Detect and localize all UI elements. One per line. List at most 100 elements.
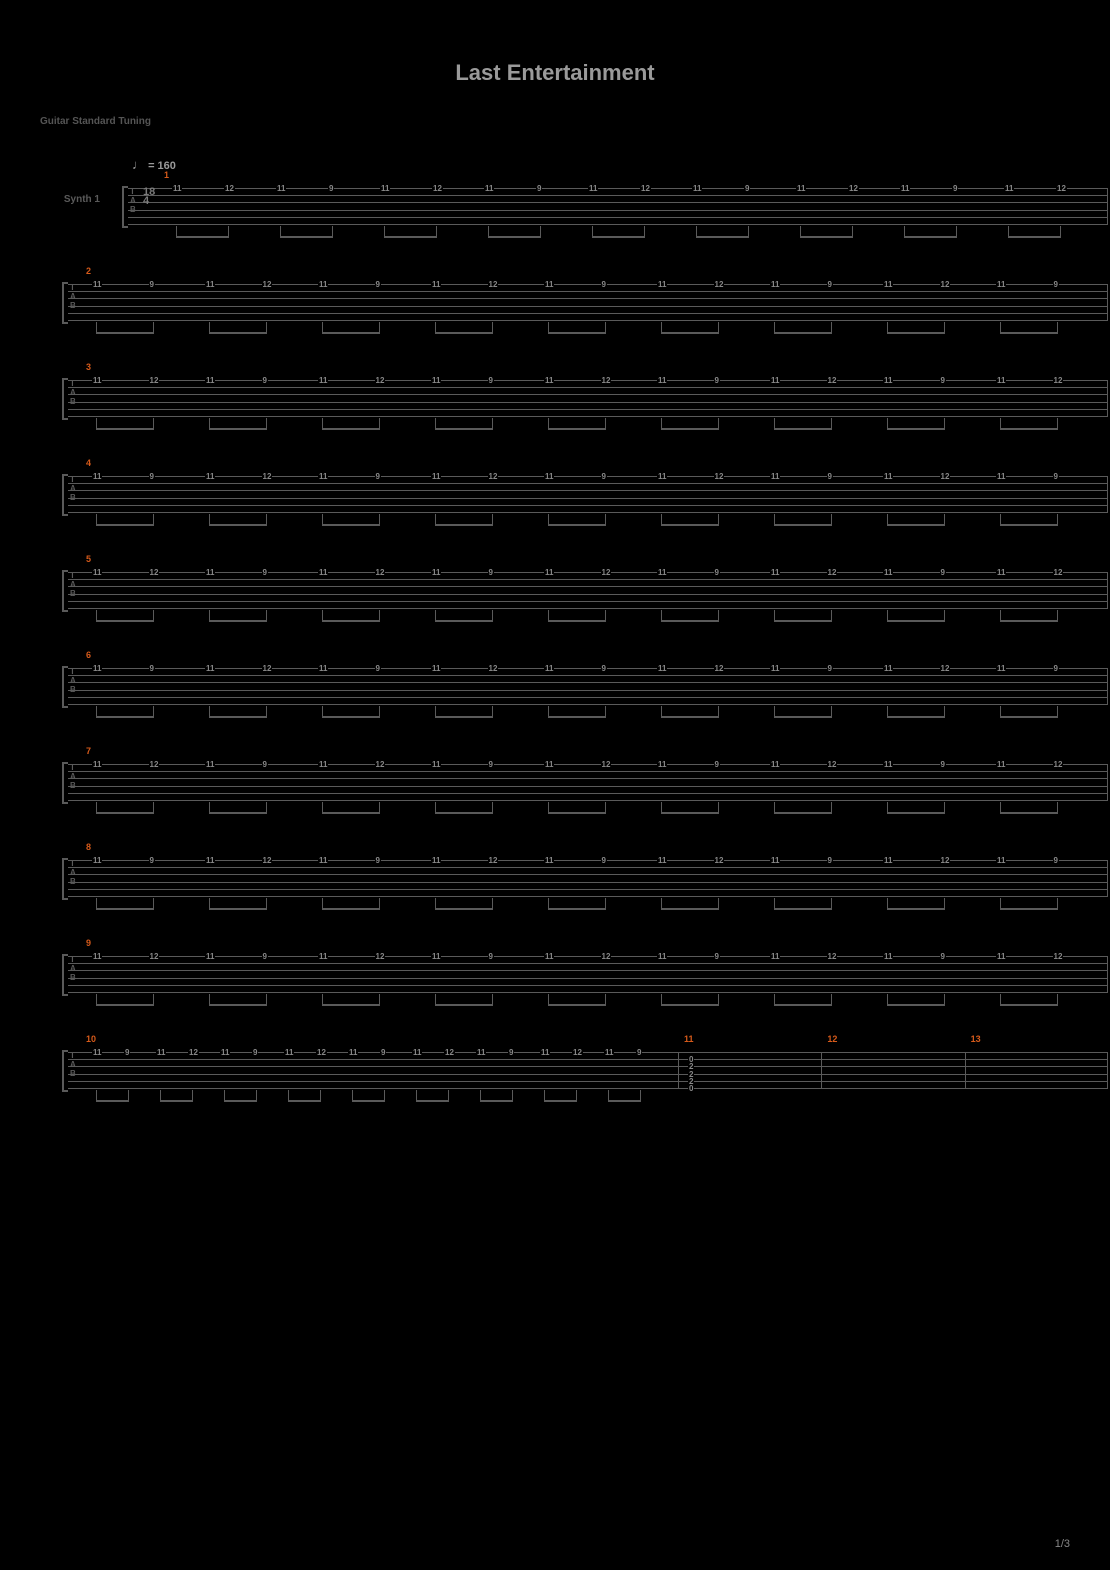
- note-stem: [492, 322, 493, 334]
- tab-line: [68, 682, 1108, 683]
- note-stem: [492, 706, 493, 718]
- note-beam: [661, 812, 718, 814]
- tab-clef-label: TAB: [70, 763, 76, 790]
- note-beam: [887, 620, 944, 622]
- tab-line: [68, 860, 1108, 861]
- fret-number: 11: [431, 472, 441, 481]
- fret-number: 9: [328, 184, 334, 193]
- note-beam: [774, 908, 831, 910]
- fret-number: 11: [657, 280, 667, 289]
- fret-number: 11: [205, 568, 215, 577]
- end-barline: [1107, 668, 1108, 704]
- note-beam: [592, 236, 644, 238]
- tab-line: [68, 483, 1108, 484]
- measure-number: 5: [86, 554, 91, 564]
- note-stem: [379, 322, 380, 334]
- tab-line: [68, 586, 1108, 587]
- tuning-label: Guitar Standard Tuning: [40, 116, 1070, 127]
- fret-number: 12: [640, 184, 651, 193]
- note-beam: [209, 716, 266, 718]
- tab-staff: TAB911121191112119111211911121191112: [68, 948, 1108, 998]
- note-beam: [280, 236, 332, 238]
- measure-number: 9: [86, 938, 91, 948]
- fret-number: 12: [375, 760, 386, 769]
- tab-staff: TAB21191112119111211911121191112119: [68, 276, 1108, 326]
- note-stem: [153, 994, 154, 1006]
- tab-staff: TAB1011911121191112119111211911121191112…: [68, 1044, 1108, 1094]
- fret-number: 12: [1053, 952, 1064, 961]
- note-beam: [96, 332, 153, 334]
- fret-number: 11: [92, 664, 102, 673]
- song-title: Last Entertainment: [40, 60, 1070, 86]
- fret-number: 11: [796, 184, 806, 193]
- note-stem: [153, 610, 154, 622]
- note-beam: [435, 908, 492, 910]
- tab-line: [68, 306, 1108, 307]
- tab-clef-label: TAB: [70, 859, 76, 886]
- fret-number: 11: [883, 856, 893, 865]
- note-beam: [435, 716, 492, 718]
- note-stem: [256, 1090, 257, 1102]
- chord-fret: 0: [688, 1084, 694, 1093]
- fret-number: 12: [188, 1048, 199, 1057]
- tab-line: [68, 505, 1108, 506]
- staves-container: Synth 1TAB184111121191112119111211911121…: [40, 180, 1070, 1094]
- note-stem: [605, 706, 606, 718]
- note-beam: [480, 1100, 512, 1102]
- tab-page: Last Entertainment Guitar Standard Tunin…: [0, 0, 1110, 1170]
- note-beam: [96, 812, 153, 814]
- fret-number: 11: [883, 376, 893, 385]
- tab-line: [68, 764, 1108, 765]
- note-stem: [831, 322, 832, 334]
- fret-number: 11: [92, 568, 102, 577]
- fret-number: 9: [714, 952, 720, 961]
- fret-number: 11: [770, 568, 780, 577]
- note-stem: [128, 1090, 129, 1102]
- fret-number: 11: [996, 472, 1006, 481]
- tab-line: [68, 572, 1108, 573]
- note-beam: [435, 428, 492, 430]
- note-beam: [887, 524, 944, 526]
- tab-staff: TAB184111121191112119111211911121191112: [128, 180, 1108, 230]
- fret-number: 11: [657, 568, 667, 577]
- note-stem: [944, 802, 945, 814]
- note-beam: [661, 716, 718, 718]
- note-stem: [944, 706, 945, 718]
- note-stem: [266, 898, 267, 910]
- fret-number: 11: [996, 856, 1006, 865]
- fret-number: 11: [996, 760, 1006, 769]
- note-beam: [209, 908, 266, 910]
- note-stem: [384, 1090, 385, 1102]
- fret-number: 11: [770, 280, 780, 289]
- tab-line: [68, 704, 1108, 705]
- fret-number: 11: [431, 856, 441, 865]
- tab-line: [68, 498, 1108, 499]
- tab-line: [68, 771, 1108, 772]
- note-beam: [435, 332, 492, 334]
- note-beam: [416, 1100, 448, 1102]
- note-beam: [209, 332, 266, 334]
- fret-number: 9: [252, 1048, 258, 1057]
- fret-number: 11: [205, 760, 215, 769]
- fret-number: 11: [692, 184, 702, 193]
- note-stem: [831, 514, 832, 526]
- end-barline: [1107, 284, 1108, 320]
- fret-number: 11: [540, 1048, 550, 1057]
- tab-line: [68, 1081, 1108, 1082]
- fret-number: 11: [657, 856, 667, 865]
- tab-clef-label: TAB: [70, 955, 76, 982]
- note-stem: [1057, 706, 1058, 718]
- note-stem: [944, 418, 945, 430]
- note-stem: [492, 802, 493, 814]
- note-stem: [605, 802, 606, 814]
- measure-number: 12: [827, 1034, 837, 1044]
- fret-number: 9: [488, 952, 494, 961]
- note-beam: [322, 1004, 379, 1006]
- note-beam: [1000, 620, 1057, 622]
- fret-number: 9: [124, 1048, 130, 1057]
- staff-row: TAB311121191112119111211911121191112: [40, 372, 1070, 422]
- note-beam: [887, 812, 944, 814]
- note-stem: [605, 610, 606, 622]
- fret-number: 12: [375, 952, 386, 961]
- note-stem: [379, 802, 380, 814]
